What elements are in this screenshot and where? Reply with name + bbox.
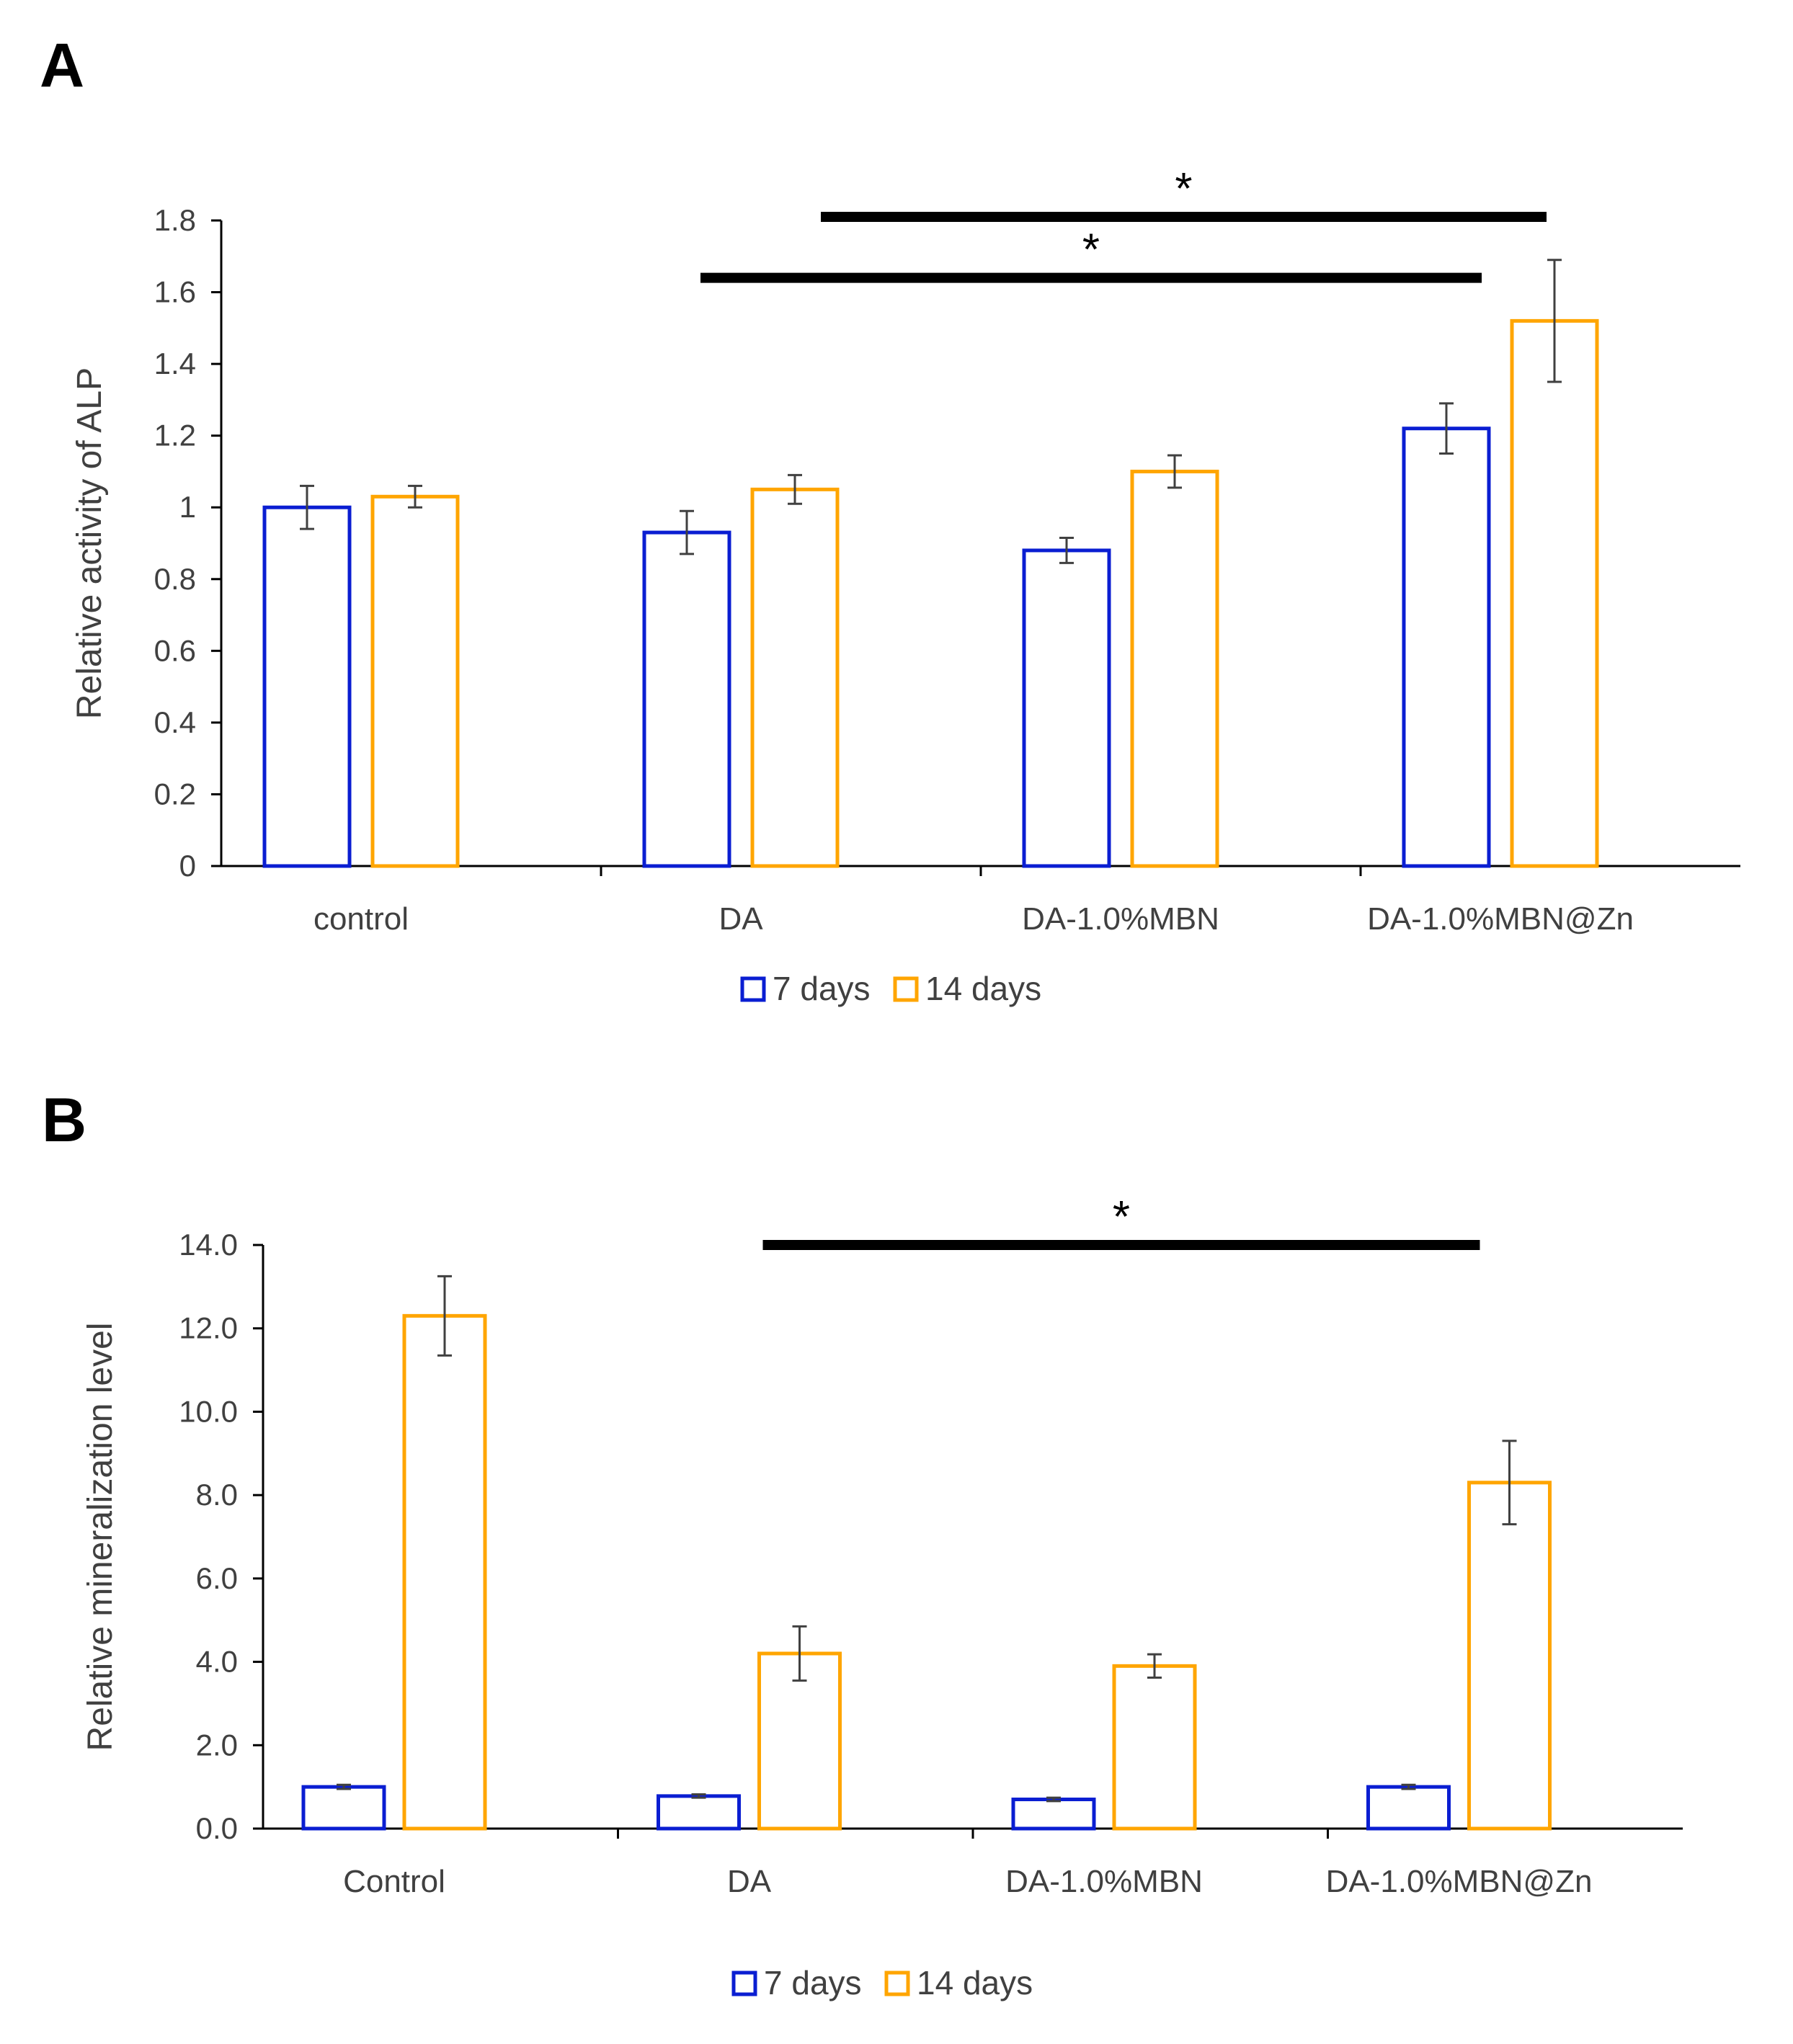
- chart1-legend-swatch-14-days: [884, 1971, 910, 1996]
- chart0-y-tick-label: 1.6: [154, 275, 196, 309]
- chart0-legend-swatch-14-days: [893, 976, 919, 1002]
- chart0-bar-14-days: [750, 487, 840, 868]
- chart0-category-label: DA-1.0%MBN@Zn: [1367, 901, 1634, 937]
- chart1-y-tick-label: 12.0: [179, 1311, 238, 1345]
- chart1-bar-7-days: [657, 1794, 741, 1831]
- chart1-y-tick-label: 6.0: [196, 1561, 238, 1595]
- chart1-legend-label: 14 days: [917, 1964, 1033, 2001]
- chart0-legend-label: 7 days: [773, 970, 871, 1007]
- chart1-bar-7-days: [1366, 1785, 1451, 1831]
- chart1-y-tick-label: 14.0: [179, 1228, 238, 1262]
- chart1-legend-label: 7 days: [764, 1964, 862, 2001]
- chart0-y-tick-label: 1.8: [154, 203, 196, 237]
- chart0-y-tick-label: 1: [179, 490, 196, 524]
- chart1-bar-7-days: [301, 1785, 386, 1831]
- chart1-bar-14-days: [402, 1313, 487, 1831]
- chart0-category-label: DA: [718, 901, 763, 937]
- chart0-bar-7-days: [642, 530, 731, 868]
- chart1-bar-14-days: [1467, 1481, 1552, 1831]
- chart0-category-label: DA-1.0%MBN: [1022, 901, 1219, 937]
- chart1-y-tick-label: 8.0: [196, 1478, 238, 1512]
- chart0-y-tick-label: 0.6: [154, 633, 196, 667]
- chart0-y-axis-title: Relative activity of ALP: [71, 367, 109, 719]
- chart1-significance-star: *: [1113, 1192, 1130, 1242]
- chart0-bar-14-days: [1130, 469, 1219, 868]
- chart0-bar-14-days: [1510, 318, 1599, 868]
- chart0-y-tick-label: 1.2: [154, 419, 196, 452]
- chart0-y-tick-label: 0.4: [154, 705, 196, 739]
- chart0-y-tick-label: 0.8: [154, 562, 196, 596]
- chart0-bar-7-days: [262, 505, 352, 868]
- chart1-y-axis-title: Relative mineralization level: [81, 1323, 120, 1751]
- panel-letter-b: B: [42, 1086, 86, 1155]
- chart1-category-label: DA: [727, 1864, 772, 1899]
- chart0-category-label: control: [313, 901, 409, 937]
- chart1-y-tick-label: 0.0: [196, 1811, 238, 1845]
- chart0-bar-7-days: [1022, 548, 1111, 868]
- chart0-bar-14-days: [370, 494, 460, 868]
- chart1-category-label: Control: [343, 1864, 445, 1899]
- chart0-y-tick-label: 1.4: [154, 347, 196, 380]
- chart0-significance-star: *: [1082, 226, 1100, 275]
- panel-letter-a: A: [40, 31, 84, 100]
- chart1-bar-7-days: [1011, 1798, 1096, 1831]
- chart1-y-tick-label: 4.0: [196, 1645, 238, 1679]
- chart0-legend-swatch-7-days: [740, 976, 766, 1002]
- chart0-y-tick-label: 0.2: [154, 777, 196, 811]
- chart0-legend-label: 14 days: [925, 970, 1041, 1007]
- chart1-bar-14-days: [1112, 1664, 1197, 1831]
- chart0-bar-7-days: [1402, 427, 1491, 868]
- chart0-significance-star: *: [1175, 164, 1192, 214]
- chart1-legend-swatch-7-days: [731, 1971, 757, 1996]
- chart1-y-tick-label: 2.0: [196, 1728, 238, 1762]
- chart0-y-tick-label: 0: [179, 849, 196, 883]
- chart1-category-label: DA-1.0%MBN: [1005, 1864, 1203, 1899]
- chart1-y-tick-label: 10.0: [179, 1394, 238, 1428]
- chart1-category-label: DA-1.0%MBN@Zn: [1326, 1864, 1593, 1899]
